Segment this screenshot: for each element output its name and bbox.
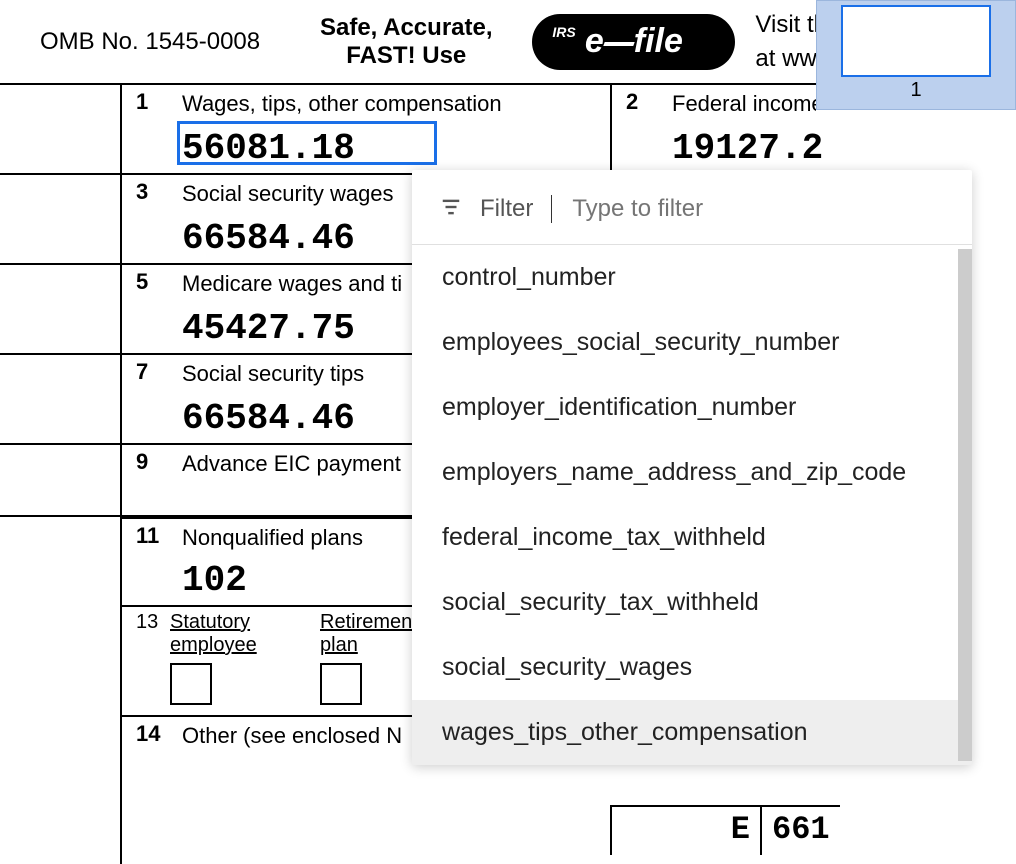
box-value: 66584.46 — [182, 398, 355, 439]
retirement-checkbox[interactable] — [320, 663, 362, 705]
efile-e: e — [585, 22, 604, 61]
irs-label: IRS — [552, 24, 575, 40]
statutory-checkbox[interactable] — [170, 663, 212, 705]
box-value: 45427.75 — [182, 308, 355, 349]
stub-empty — [0, 717, 120, 864]
stub — [0, 445, 120, 517]
stub-empty — [0, 517, 120, 607]
efile-file: file — [634, 22, 683, 61]
filter-input[interactable] — [570, 194, 944, 224]
stub-empty — [0, 607, 120, 717]
box-value: 19127.2 — [672, 128, 823, 169]
dropdown-list: control_numberemployees_social_security_… — [412, 245, 972, 765]
visit-text: Visit tl at ww — [755, 8, 820, 75]
box-label: Federal income — [672, 91, 816, 117]
efile-logo: IRS e file — [532, 14, 735, 70]
box-number: 7 — [136, 359, 148, 385]
box-number: 2 — [626, 89, 638, 115]
page-number: 1 — [910, 79, 921, 102]
tagline-line1: Safe, Accurate, — [320, 14, 493, 41]
bolt-icon — [603, 42, 634, 46]
box12-row: E 661 — [610, 805, 820, 855]
dropdown-item[interactable]: social_security_wages — [412, 635, 972, 700]
omb-number: OMB No. 1545-0008 — [40, 28, 300, 56]
box-number: 5 — [136, 269, 148, 295]
dropdown-item[interactable]: federal_income_tax_withheld — [412, 505, 972, 570]
visit-line1: Visit tl — [755, 11, 819, 38]
tagline: Safe, Accurate, FAST! Use — [300, 14, 512, 69]
statutory-label: Statutory employee — [170, 611, 320, 657]
page-thumbnail[interactable] — [841, 5, 991, 77]
box-value: 66584.46 — [182, 218, 355, 259]
dropdown-item[interactable]: social_security_tax_withheld — [412, 570, 972, 635]
box-value: 56081.18 — [182, 128, 355, 169]
box-value: 102 — [182, 560, 247, 601]
filter-row: Filter — [412, 170, 972, 245]
box12-amount: 661 — [760, 805, 840, 855]
filter-icon — [440, 196, 462, 223]
stub — [0, 85, 120, 175]
box12-code: E — [610, 805, 760, 855]
box-number: 14 — [136, 721, 160, 747]
box-number: 11 — [136, 523, 159, 549]
field-dropdown: Filter control_numberemployees_social_se… — [412, 170, 972, 765]
dropdown-item[interactable]: employer_identification_number — [412, 375, 972, 440]
box-number: 9 — [136, 449, 148, 475]
box-number: 3 — [136, 179, 148, 205]
box-2[interactable]: 2 Federal income 19127.2 — [610, 85, 820, 175]
filter-label: Filter — [480, 195, 533, 223]
dropdown-item[interactable]: control_number — [412, 245, 972, 310]
tagline-line2: FAST! Use — [346, 42, 466, 69]
box-number: 13 — [136, 611, 158, 634]
box-number: 1 — [136, 89, 148, 115]
visit-line2: at ww — [755, 45, 816, 72]
stub — [0, 265, 120, 355]
dropdown-item[interactable]: employees_social_security_number — [412, 310, 972, 375]
thumbnail-panel: 1 — [816, 0, 1016, 110]
text-cursor — [551, 195, 552, 223]
scrollbar[interactable] — [958, 249, 972, 761]
dropdown-item[interactable]: employers_name_address_and_zip_code — [412, 440, 972, 505]
stub — [0, 355, 120, 445]
stub — [0, 175, 120, 265]
box-label: Wages, tips, other compensation — [182, 91, 606, 117]
form-header: OMB No. 1545-0008 Safe, Accurate, FAST! … — [0, 0, 820, 85]
box-1[interactable]: 1 Wages, tips, other compensation 56081.… — [120, 85, 610, 175]
dropdown-item[interactable]: wages_tips_other_compensation — [412, 700, 972, 765]
